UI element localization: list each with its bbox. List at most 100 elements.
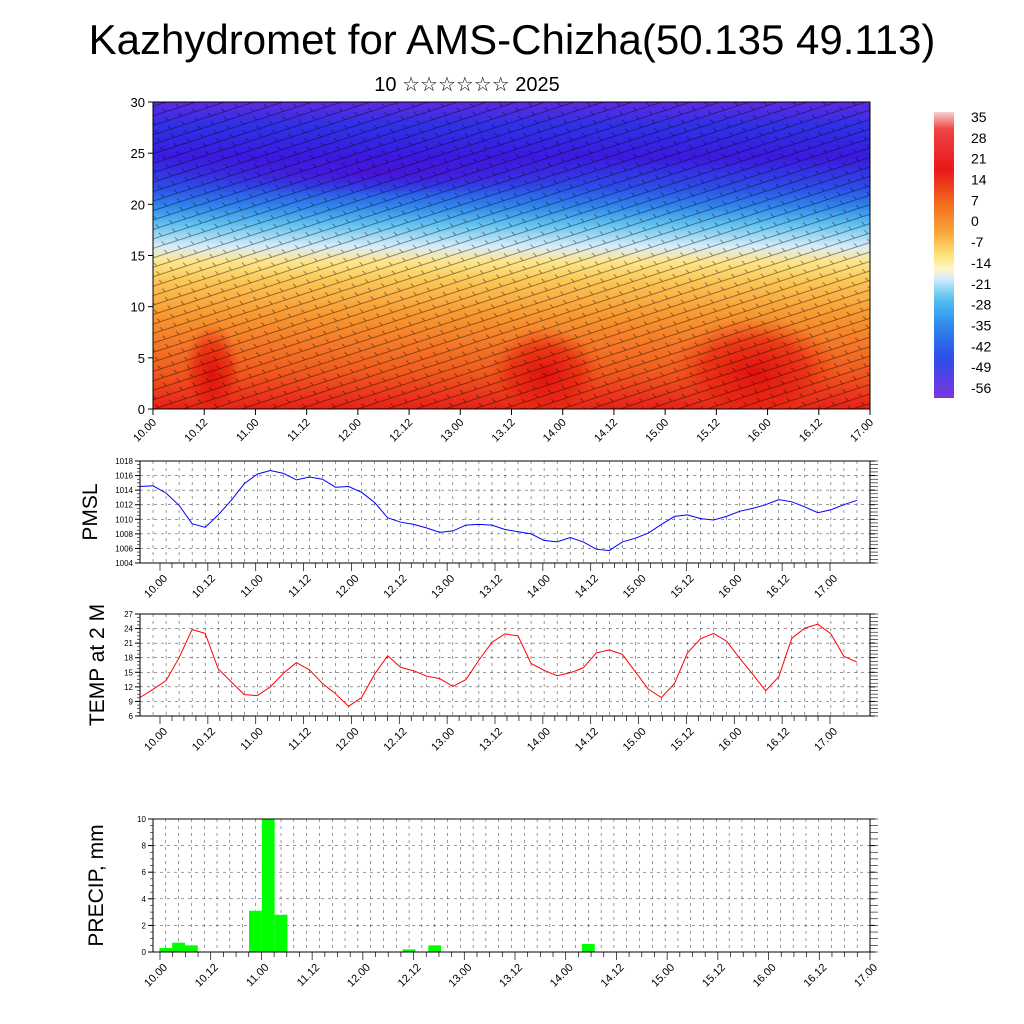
- pmsl-line: [139, 469, 858, 552]
- xtick-label: 13.00: [446, 962, 474, 990]
- colorbar-label: -7: [971, 234, 984, 250]
- xtick-label: 17.00: [812, 573, 840, 601]
- xtick-label: 12.00: [334, 726, 362, 754]
- xtick-label: 12.12: [381, 573, 409, 601]
- ytick-label: 2: [142, 921, 147, 930]
- precip-ylabel: PRECIP, mm: [85, 824, 108, 946]
- ytick-label: 1004: [115, 559, 133, 568]
- ytick-label: 15: [124, 668, 133, 677]
- cs-xtick-label: 14.12: [592, 417, 620, 445]
- cs-xtick-label: 13.12: [490, 417, 518, 445]
- xtick-label: 13.12: [497, 962, 525, 990]
- ytick-label: 27: [124, 610, 133, 619]
- xtick-label: 12.12: [381, 726, 409, 754]
- cross-section-plot: 0 5 10 15 20 25 30 10.00 10.12 11.00 11.12 12.00 12.…: [131, 95, 877, 445]
- ytick-label: 0: [142, 948, 147, 957]
- chart-subtitle: 10 ☆☆☆☆☆☆ 2025: [374, 74, 560, 96]
- ytick-label: 6: [129, 712, 134, 721]
- precip-panel: 0 2 4 6 8 10 10.00 10.12 11.00 11.12 12.00 12.12 13.…: [85, 815, 880, 990]
- xtick-label: 14.12: [573, 726, 601, 754]
- ytick-label: 10: [137, 815, 146, 824]
- xtick-label: 16.12: [764, 726, 792, 754]
- panel-frame: [152, 818, 871, 953]
- xtick-label: 10.00: [142, 726, 170, 754]
- ytick-label: 24: [124, 625, 133, 634]
- cs-ytick-label: 10: [131, 300, 145, 315]
- xtick-label: 12.00: [345, 962, 373, 990]
- precip-bar: [185, 945, 198, 952]
- xtick-label: 11.00: [238, 726, 265, 753]
- cs-xtick-label: 15.12: [695, 417, 723, 445]
- ytick-label: 1012: [115, 501, 133, 510]
- ytick-label: 9: [129, 697, 134, 706]
- ytick-label: 21: [124, 639, 133, 648]
- precip-bar: [428, 945, 442, 952]
- pmsl-ylabel: PMSL: [79, 483, 102, 540]
- colorbar-label: -14: [971, 255, 991, 271]
- xtick-label: 11.00: [244, 962, 271, 989]
- colorbar-label: -21: [971, 276, 991, 292]
- xtick-label: 13.12: [477, 573, 505, 601]
- colorbar-label: 21: [971, 151, 987, 167]
- ytick-label: 12: [124, 683, 133, 692]
- cs-xtick-label: 11.12: [285, 417, 312, 444]
- xtick-label: 16.00: [716, 573, 744, 601]
- panel-frame: [139, 460, 871, 564]
- cs-xtick-label: 10.12: [182, 417, 210, 445]
- precip-bar: [172, 942, 186, 952]
- temp-ylabel: TEMP at 2 M: [86, 604, 109, 726]
- colorbar-label: 14: [971, 172, 987, 188]
- cs-xtick-label: 10.00: [131, 417, 159, 445]
- xtick-label: 12.12: [396, 962, 424, 990]
- xtick-label: 15.00: [621, 573, 649, 601]
- ytick-label: 6: [142, 868, 147, 877]
- xtick-label: 16.00: [751, 962, 779, 990]
- cs-xtick-label: 12.12: [387, 417, 415, 445]
- cs-xtick-label: 14.00: [541, 417, 569, 445]
- precip-bar: [159, 948, 173, 952]
- xtick-label: 11.12: [295, 962, 322, 989]
- xtick-label: 16.00: [716, 726, 744, 754]
- ytick-label: 4: [142, 895, 147, 904]
- chart-title: Kazhydromet for AMS-Chizha(50.135 49.113…: [88, 16, 936, 63]
- cs-xtick-label: 16.00: [746, 417, 774, 445]
- xtick-label: 11.12: [286, 726, 313, 753]
- xtick-label: 15.12: [700, 962, 728, 990]
- ytick-label: 1010: [115, 515, 133, 524]
- temp-panel: 6 9 12 15 18 21 24 27 10.00 10.12 11.00 11.12 12.00 1…: [86, 604, 878, 754]
- cs-ytick-label: 5: [138, 351, 145, 366]
- xtick-label: 17.00: [852, 962, 880, 990]
- xtick-label: 14.12: [599, 962, 627, 990]
- cs-ytick-label: 25: [131, 146, 145, 161]
- colorbar-ramp: [934, 112, 954, 398]
- colorbar-labels: 35 28 21 14 7 0 -7 -14 -21 -28 -35 -42 -49 -56: [971, 109, 991, 396]
- cs-ytick-label: 0: [138, 402, 145, 417]
- wind-barb-field: [153, 102, 870, 409]
- xtick-label: 10.12: [193, 962, 221, 990]
- xtick-label: 15.12: [669, 573, 697, 601]
- ytick-label: 1006: [115, 544, 133, 553]
- colorbar-label: -49: [971, 359, 991, 375]
- ytick-label: 1016: [115, 472, 133, 481]
- cs-ytick-label: 20: [131, 197, 145, 212]
- xtick-label: 14.00: [525, 726, 553, 754]
- xtick-label: 10.12: [190, 573, 218, 601]
- cs-ytick-label: 30: [131, 95, 145, 110]
- ytick-label: 18: [124, 654, 133, 663]
- xtick-label: 13.12: [477, 726, 505, 754]
- colorbar-label: -35: [971, 317, 991, 333]
- xtick-label: 10.12: [190, 726, 218, 754]
- xtick-label: 15.12: [669, 726, 697, 754]
- cs-xtick-label: 17.00: [848, 417, 876, 445]
- colorbar-label: 0: [971, 213, 979, 229]
- ytick-label: 1018: [115, 457, 133, 466]
- ytick-label: 1008: [115, 530, 133, 539]
- xtick-label: 11.12: [286, 573, 313, 600]
- pmsl-panel: 1004 1006 1008 1010 1012 1014 1016 1018 10.00 10.…: [79, 457, 878, 601]
- cs-ytick-label: 15: [131, 249, 145, 264]
- xtick-label: 15.00: [649, 962, 677, 990]
- cs-xtick-label: 16.12: [797, 417, 825, 445]
- temp-line: [139, 623, 858, 707]
- colorbar: 35 28 21 14 7 0 -7 -14 -21 -28 -35 -42 -49 -56: [934, 109, 991, 398]
